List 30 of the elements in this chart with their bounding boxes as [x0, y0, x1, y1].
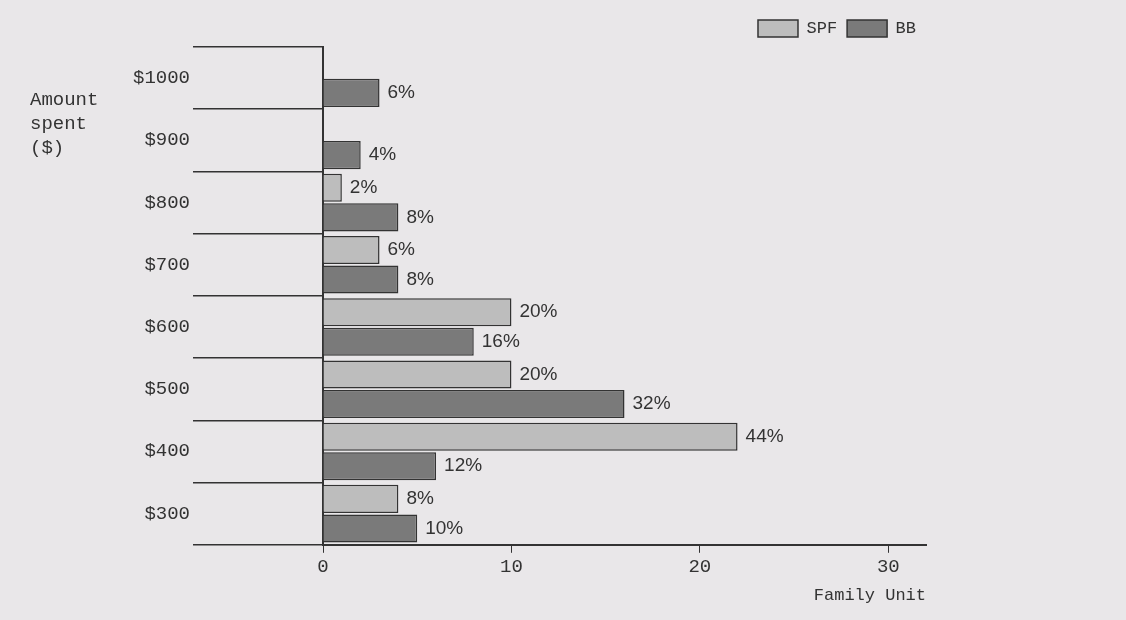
y-tick-label: $900 [144, 129, 191, 152]
annotation: 8% [406, 205, 434, 227]
annotation: 6% [387, 81, 416, 103]
annotation: 8% [406, 267, 434, 289]
annotation: 6% [387, 238, 416, 260]
y-axis-title: Amount spent ($) [30, 88, 100, 160]
y-tick-label: $1000 [132, 67, 191, 90]
y-tick-label: $500 [144, 378, 191, 401]
legend-label: BB [895, 19, 916, 38]
annotation: 32% [632, 392, 671, 414]
y-tick-label: $300 [144, 502, 191, 525]
annotation: 10% [425, 516, 464, 538]
annotation: 16% [481, 330, 520, 352]
annotation: 20% [519, 362, 558, 384]
x-tick-label: 10 [500, 556, 523, 579]
x-tick-label: 20 [688, 556, 712, 579]
legend-label: SPF [806, 19, 838, 38]
annotation: 44% [745, 424, 784, 446]
annotation: 20% [519, 300, 558, 322]
y-tick-label: $400 [144, 440, 191, 463]
y-tick-label: $800 [144, 191, 191, 214]
annotation: 8% [406, 487, 434, 509]
annotation: 4% [368, 143, 397, 165]
x-tick-label: 30 [876, 556, 900, 579]
annotation: 2% [349, 176, 378, 198]
x-tick-label: 0 [317, 556, 329, 579]
y-tick-label: $600 [144, 316, 191, 339]
annotation: 12% [444, 454, 483, 476]
y-tick-label: $700 [144, 253, 191, 276]
x-axis-title: Family Unit [813, 586, 926, 606]
